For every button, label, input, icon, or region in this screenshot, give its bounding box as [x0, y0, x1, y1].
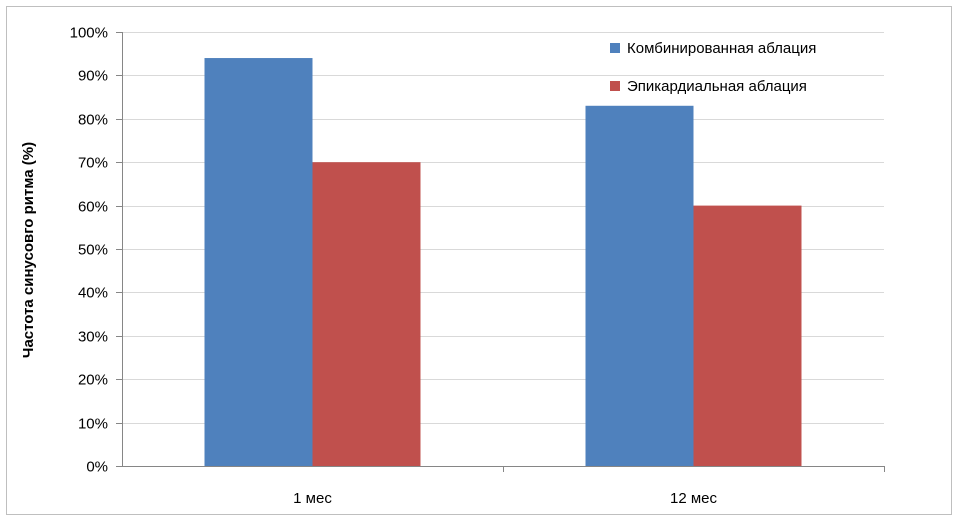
y-tick-label: 10% [78, 416, 108, 433]
legend-swatch [610, 43, 620, 53]
y-tick-label: 50% [78, 242, 108, 259]
y-tick-label: 60% [78, 199, 108, 216]
y-tick-label: 0% [86, 459, 108, 476]
y-tick-label: 100% [70, 25, 108, 42]
legend: Комбинированная аблация Эпикардиальная аб… [610, 40, 816, 95]
y-tick-label: 40% [78, 285, 108, 302]
legend-label: Эпикардиальная аблация [627, 78, 807, 95]
legend-label: Комбинированная аблация [627, 40, 816, 57]
y-axis-title: Частота синусовго ритма (%) [20, 142, 37, 358]
axes: 0% 10% 20% 30% 40% 50% 60% 70% 80% 90% 100% 1 мес 12… [70, 25, 885, 507]
bar-epicardial [693, 205, 802, 466]
x-tick-label: 1 мес [293, 490, 332, 507]
bar-combined [585, 105, 694, 466]
y-tick-label: 80% [78, 112, 108, 129]
y-tick-label: 20% [78, 372, 108, 389]
bars [204, 58, 802, 466]
x-tick-label: 12 мес [670, 490, 718, 507]
legend-swatch [610, 81, 620, 91]
y-tick-label: 90% [78, 68, 108, 85]
bar-epicardial [312, 162, 421, 466]
bar-combined [204, 58, 313, 466]
y-tick-label: 70% [78, 155, 108, 172]
y-tick-label: 30% [78, 329, 108, 346]
